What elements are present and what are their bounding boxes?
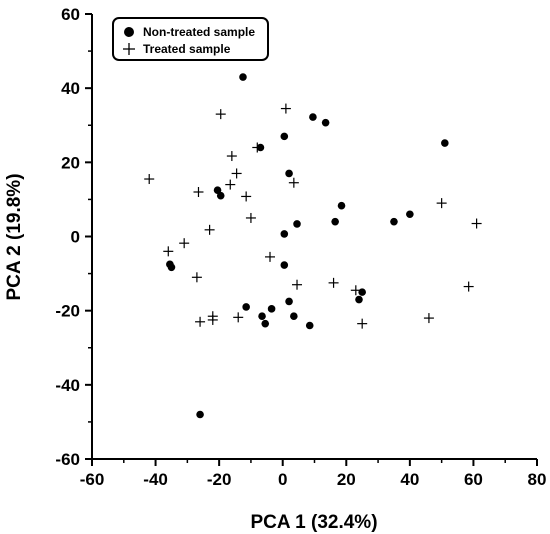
x-tick-label: 20 (337, 470, 356, 489)
point-non-treated (280, 230, 289, 238)
point-non-treated (337, 201, 346, 210)
point-treated (463, 281, 474, 292)
axes (91, 14, 537, 460)
point-treated (179, 238, 190, 249)
point-treated (215, 109, 226, 120)
point-non-treated (213, 186, 222, 194)
point-treated (328, 277, 339, 288)
x-tick-label: -40 (143, 470, 168, 489)
point-non-treated (331, 217, 339, 226)
y-tick-label: -20 (55, 302, 80, 321)
point-treated (144, 174, 155, 185)
legend-label-non-treated: Non-treated sample (143, 25, 255, 39)
point-non-treated (261, 319, 270, 328)
point-non-treated (267, 305, 276, 313)
legend-label-treated: Treated sample (143, 42, 231, 56)
point-treated (252, 142, 263, 153)
point-treated (350, 285, 361, 296)
point-non-treated (355, 295, 363, 304)
point-non-treated (242, 303, 250, 311)
point-non-treated (358, 288, 366, 296)
point-treated (233, 312, 244, 323)
point-treated (231, 168, 242, 179)
point-non-treated (309, 113, 317, 121)
point-treated (241, 191, 252, 202)
point-treated (288, 177, 299, 188)
point-non-treated (406, 210, 414, 219)
y-tick-label: 40 (61, 79, 80, 98)
point-treated (292, 279, 303, 290)
point-non-treated (441, 139, 449, 147)
point-non-treated (290, 312, 298, 321)
x-tick-label: 40 (400, 470, 419, 489)
legend: Non-treated sample Treated sample (112, 17, 269, 61)
point-non-treated (167, 263, 176, 272)
point-treated (423, 313, 434, 324)
point-treated (191, 272, 202, 283)
point-non-treated (293, 220, 301, 228)
point-non-treated (285, 297, 293, 306)
point-treated (163, 246, 174, 257)
x-axis-title: PCA 1 (32.4%) (250, 512, 377, 533)
point-treated (225, 179, 236, 190)
point-treated (193, 187, 204, 197)
y-tick-label: 20 (61, 153, 80, 172)
x-tick-label: 0 (278, 470, 287, 489)
point-treated (204, 224, 215, 235)
y-axis-title: PCA 2 (19.8%) (4, 173, 25, 300)
point-treated (195, 316, 206, 327)
point-treated (357, 318, 368, 329)
point-non-treated (390, 217, 398, 226)
point-treated (245, 212, 256, 223)
y-tick-label: 60 (61, 5, 80, 24)
x-tick-label: 80 (528, 470, 547, 489)
point-non-treated (280, 261, 289, 269)
legend-marker-treated (123, 43, 135, 55)
x-tick-label: 60 (464, 470, 483, 489)
point-treated (226, 151, 237, 162)
point-non-treated (321, 118, 330, 127)
point-non-treated (280, 132, 289, 141)
point-non-treated (216, 191, 225, 200)
y-tick-label: 0 (71, 228, 80, 247)
point-non-treated (258, 312, 266, 321)
point-non-treated (285, 169, 293, 178)
point-non-treated (196, 410, 204, 419)
legend-marker-non-treated (124, 27, 134, 37)
data-points (144, 73, 482, 419)
point-treated (207, 314, 218, 325)
tick-labels: -60 -40 -20 0 20 40 60 80 -60 -40 -20 0 20 40 60 (55, 5, 546, 489)
x-tick-label: -60 (80, 470, 105, 489)
point-treated (436, 198, 447, 209)
point-non-treated (239, 73, 247, 81)
tick-marks (85, 13, 538, 466)
point-treated (471, 218, 482, 229)
point-treated (265, 251, 275, 262)
point-non-treated (305, 321, 314, 330)
point-treated (280, 103, 291, 114)
legend-box (112, 17, 269, 61)
y-tick-label: -40 (55, 376, 80, 395)
y-tick-label: -60 (55, 450, 80, 469)
x-tick-label: -20 (207, 470, 232, 489)
